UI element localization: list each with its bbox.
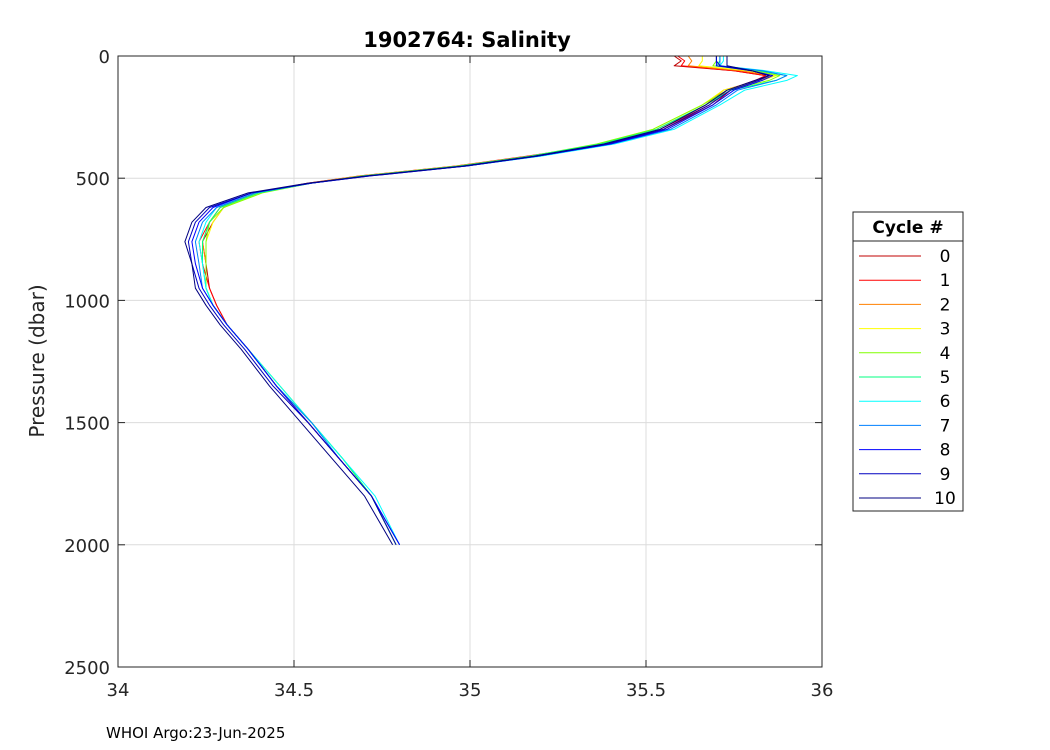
legend-label-8: 8 bbox=[940, 441, 951, 461]
x-tick-label: 36 bbox=[811, 680, 834, 701]
legend-label-7: 7 bbox=[940, 416, 951, 436]
y-tick-label: 1500 bbox=[64, 414, 110, 435]
legend-items: 0 1 2 3 4 5 6 7 8 9 10 bbox=[859, 247, 956, 509]
x-tick-label: 35 bbox=[459, 680, 482, 701]
legend-box bbox=[852, 211, 964, 512]
legend-label-0: 0 bbox=[940, 247, 951, 267]
x-tick-label: 34.5 bbox=[274, 680, 314, 701]
series-line-cycle-10 bbox=[184, 56, 770, 546]
x-tick-label: 35.5 bbox=[626, 680, 666, 701]
y-axis-label: Pressure (dbar) bbox=[25, 284, 49, 437]
footer-credit: WHOI Argo:23-Jun-2025 bbox=[106, 724, 286, 742]
y-tick-label: 2500 bbox=[64, 658, 110, 679]
axis-ticks: 34 34.5 35 35.5 36 0 500 1000 1500 2000 2500 bbox=[64, 47, 833, 701]
legend-label-2: 2 bbox=[940, 295, 951, 315]
legend-title: Cycle # bbox=[872, 218, 943, 238]
series-line-cycle-9 bbox=[187, 56, 770, 546]
chart-title: 1902764: Salinity bbox=[363, 28, 571, 52]
y-tick-label: 500 bbox=[76, 169, 110, 190]
legend-label-5: 5 bbox=[940, 368, 951, 388]
legend-label-3: 3 bbox=[940, 320, 951, 340]
x-tick-label: 34 bbox=[107, 680, 130, 701]
legend: Cycle # 0 1 2 3 4 5 6 7 8 9 10 bbox=[852, 211, 964, 512]
legend-label-9: 9 bbox=[940, 465, 951, 485]
y-tick-label: 0 bbox=[99, 47, 110, 68]
legend-label-1: 1 bbox=[940, 271, 951, 291]
y-tick-label: 1000 bbox=[64, 291, 110, 312]
legend-label-4: 4 bbox=[940, 344, 951, 364]
y-tick-label: 2000 bbox=[64, 536, 110, 557]
legend-label-10: 10 bbox=[934, 489, 956, 509]
series-layer bbox=[184, 55, 798, 546]
legend-label-6: 6 bbox=[940, 392, 951, 412]
grid-lines bbox=[118, 56, 822, 667]
